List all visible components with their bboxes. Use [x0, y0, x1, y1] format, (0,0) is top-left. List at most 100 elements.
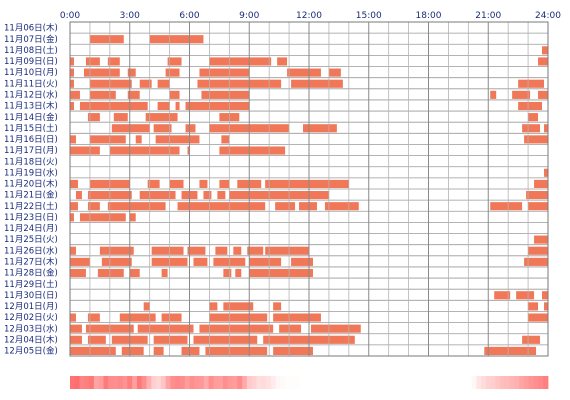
heat-segment — [170, 376, 176, 389]
activity-bar — [221, 135, 230, 144]
row-label: 11月25日(火) — [4, 235, 58, 245]
heat-segment — [323, 376, 329, 389]
activity-bar — [109, 146, 180, 155]
row-label: 12月02日(火) — [4, 313, 58, 323]
activity-bar — [528, 113, 539, 122]
activity-bar — [209, 313, 268, 322]
activity-bar — [287, 68, 321, 77]
activity-bar — [201, 90, 250, 99]
x-tick-label: 21:00 — [475, 11, 501, 21]
activity-bar — [273, 313, 321, 322]
activity-bar — [70, 135, 76, 144]
row-label: 11月08日(土) — [4, 45, 58, 56]
activity-bar — [199, 324, 274, 333]
activity-bar — [203, 191, 212, 200]
activity-bar — [127, 68, 136, 77]
heat-segment — [299, 376, 305, 389]
heat-segment — [485, 376, 492, 389]
activity-bar — [129, 268, 140, 278]
heat-segment — [294, 376, 300, 389]
heat-segment — [524, 376, 530, 389]
activity-bar — [538, 90, 548, 99]
heat-segment — [74, 376, 80, 389]
activity-bar — [223, 302, 254, 311]
heat-segment — [285, 376, 291, 389]
heat-segment — [218, 376, 224, 389]
heat-segment — [103, 376, 109, 389]
heat-segment — [375, 376, 382, 389]
activity-bar — [524, 257, 548, 266]
activity-bar — [153, 346, 164, 355]
activity-bar — [99, 246, 134, 255]
heat-segment — [70, 376, 76, 389]
row-label: 11月27日(木) — [4, 256, 58, 267]
activity-bar — [70, 101, 74, 111]
activity-bar — [544, 302, 548, 311]
activity-bar — [70, 213, 74, 222]
heat-segment — [146, 376, 152, 389]
activity-bar — [291, 79, 343, 88]
activity-bar — [151, 246, 184, 255]
heat-segment — [466, 376, 472, 389]
activity-bar — [185, 124, 196, 133]
activity-bar — [70, 335, 82, 344]
heat-segment — [275, 376, 281, 389]
row-label: 11月14日(金) — [4, 112, 58, 123]
x-tick-label: 0:00 — [60, 11, 80, 21]
activity-bar — [229, 191, 329, 200]
heat-segment — [304, 376, 310, 389]
heat-segment — [179, 376, 186, 389]
activity-bar — [70, 90, 80, 99]
activity-bar — [187, 246, 206, 255]
activity-bar — [197, 79, 282, 88]
heat-segment — [237, 376, 243, 389]
activity-bar — [137, 324, 194, 333]
heat-segment — [318, 376, 324, 389]
activity-bar — [512, 90, 531, 99]
heat-segment — [89, 376, 95, 389]
activity-bar — [522, 124, 541, 133]
heat-segment — [222, 376, 229, 389]
activity-bar — [185, 101, 250, 111]
row-label: 11月23日(日) — [4, 213, 58, 223]
heat-segment — [84, 376, 90, 389]
activity-bar — [97, 268, 124, 278]
activity-bar — [249, 268, 313, 278]
heat-segment — [127, 376, 133, 389]
heat-segment — [227, 376, 233, 389]
activity-bar — [167, 57, 182, 66]
heat-segment — [471, 376, 477, 389]
x-tick-label: 6:00 — [179, 11, 199, 21]
heat-segment — [395, 376, 401, 389]
activity-bar — [70, 313, 76, 322]
activity-bar — [127, 90, 140, 99]
row-label: 12月03日(水) — [4, 323, 58, 334]
row-label: 11月06日(木) — [4, 23, 58, 34]
activity-bar — [490, 202, 523, 211]
heat-segment — [165, 376, 171, 389]
activity-bar — [70, 146, 100, 155]
heat-segment — [371, 376, 377, 389]
heat-segment — [356, 376, 362, 389]
activity-bar — [70, 268, 86, 278]
activity-bar — [265, 179, 349, 188]
heat-segment — [289, 376, 296, 389]
heat-segment — [117, 376, 123, 389]
heat-segment — [251, 376, 257, 389]
row-label: 11月24日(月) — [4, 224, 58, 234]
activity-bar — [70, 346, 116, 355]
heat-segment — [385, 376, 391, 389]
row-label: 11月12日(水) — [4, 89, 58, 100]
activity-bar — [181, 346, 200, 355]
heat-segment — [132, 376, 138, 389]
activity-bar — [324, 202, 359, 211]
activity-bar — [169, 179, 184, 188]
heat-segment — [136, 376, 143, 389]
activity-bar — [303, 124, 337, 133]
activity-bar — [522, 335, 541, 344]
activity-bar — [87, 202, 100, 211]
heat-segment — [509, 376, 515, 389]
heat-segment — [347, 376, 353, 389]
activity-bar — [299, 202, 317, 211]
heat-segment — [108, 376, 114, 389]
